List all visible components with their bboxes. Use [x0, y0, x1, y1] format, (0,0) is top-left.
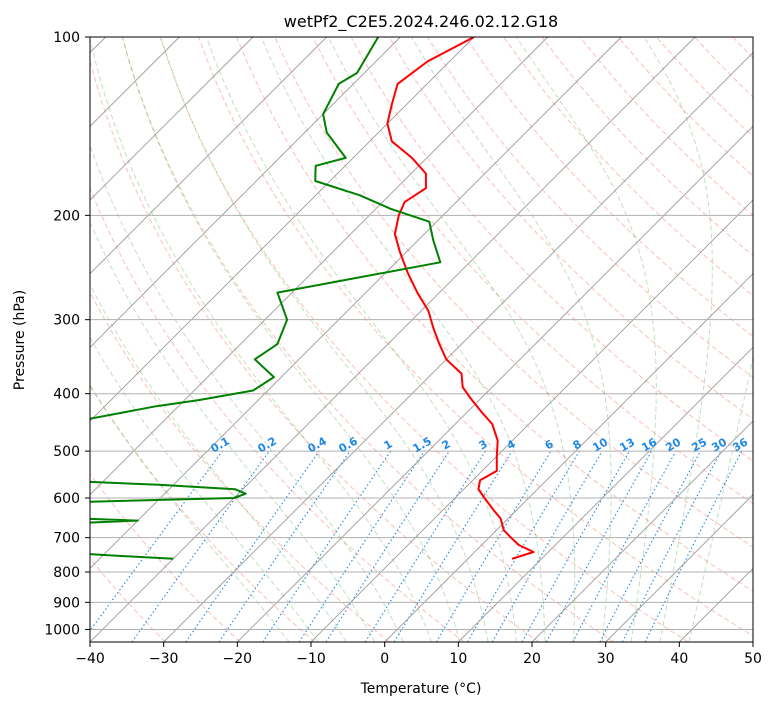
x-tick-label: 20	[523, 651, 541, 667]
x-tick-label: 40	[670, 651, 688, 667]
y-tick-label: 100	[53, 30, 80, 46]
y-tick-label: 700	[53, 531, 80, 547]
x-tick-label: −40	[75, 651, 105, 667]
y-tick-label: 600	[53, 491, 80, 507]
chart-title: wetPf2_C2E5.2024.246.02.12.G18	[284, 12, 558, 32]
x-tick-label: −10	[296, 651, 326, 667]
y-tick-label: 200	[53, 208, 80, 224]
y-tick-label: 900	[53, 595, 80, 611]
x-tick-label: 30	[597, 651, 615, 667]
y-tick-label: 400	[53, 387, 80, 403]
x-tick-label: −30	[149, 651, 179, 667]
y-axis-label: Pressure (hPa)	[12, 290, 28, 390]
y-tick-label: 800	[53, 565, 80, 581]
x-tick-label: 10	[449, 651, 467, 667]
y-tick-label: 300	[53, 313, 80, 329]
x-tick-label: 0	[380, 651, 389, 667]
y-tick-label: 500	[53, 444, 80, 460]
x-tick-label: 50	[744, 651, 762, 667]
x-axis-label: Temperature (°C)	[360, 681, 482, 697]
y-tick-label: 1000	[44, 622, 80, 638]
x-tick-label: −20	[223, 651, 253, 667]
